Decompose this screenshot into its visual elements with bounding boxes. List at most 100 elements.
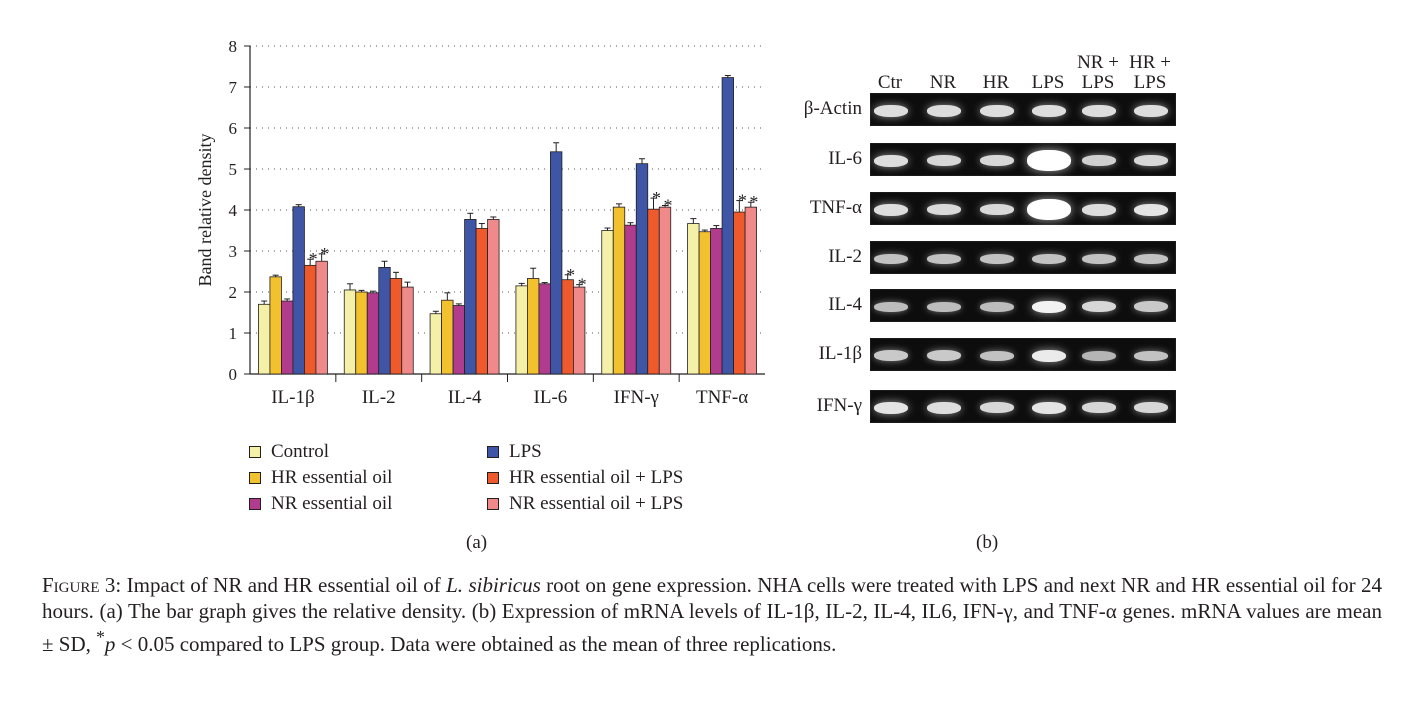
x-tick-label: IL-6	[534, 387, 568, 408]
panel-label-b: (b)	[976, 532, 999, 553]
y-tick-label: 7	[229, 78, 238, 97]
gel-lane-header-line: HR	[982, 72, 1010, 93]
gel-lane-header-line	[966, 53, 1026, 73]
gel-band	[1082, 350, 1116, 361]
gel-band	[1082, 155, 1116, 166]
x-tick-label: IL-1β	[271, 387, 314, 408]
caption-text: root on gene expression. NHA cells were …	[42, 573, 1382, 656]
legend-swatch	[487, 498, 499, 510]
bar	[401, 286, 414, 375]
caption-text: < 0.05 compared to LPS group. Data were …	[115, 632, 837, 656]
gel-row-label: IFN-γ	[816, 395, 862, 416]
significance-star: *	[738, 191, 747, 211]
gel-band	[927, 155, 961, 166]
caption-species: L. sibiricus	[446, 573, 541, 597]
legend-item: NR essential oil + LPS	[487, 493, 683, 515]
figure-number: Figure 3:	[42, 573, 122, 597]
gel-band	[1082, 253, 1116, 264]
bar	[281, 300, 294, 375]
y-tick-label: 3	[229, 242, 238, 261]
y-tick-label: 4	[229, 201, 238, 220]
panel-label-a: (a)	[466, 532, 488, 553]
gel-band	[927, 301, 961, 312]
legend-label: LPS	[509, 441, 542, 462]
gel-band	[1032, 253, 1066, 264]
bar	[315, 260, 328, 375]
bar	[601, 230, 614, 375]
gel-band	[1134, 350, 1168, 361]
gel-lane-header-line: NR	[929, 72, 957, 93]
gel-band	[927, 401, 961, 414]
legend-swatch	[249, 446, 261, 458]
gel-strip	[870, 143, 1176, 176]
gel-lane-header: HR	[966, 53, 1026, 93]
legend-swatch	[249, 498, 261, 510]
gel-band	[874, 253, 908, 264]
y-tick-label: 2	[229, 283, 238, 302]
gel-band	[1134, 203, 1168, 216]
caption-text: Impact of NR and HR essential oil of	[121, 573, 447, 597]
bar	[710, 228, 723, 375]
gel-lane-header-line: NR +	[1077, 52, 1119, 73]
gel-band	[874, 104, 908, 117]
bar	[612, 206, 626, 375]
figure-caption: Figure 3: Impact of NR and HR essential …	[42, 572, 1382, 657]
gel-strip	[870, 390, 1176, 423]
gel-lane-header-line	[860, 53, 920, 73]
bar	[269, 276, 282, 375]
significance-star: *	[749, 192, 758, 212]
legend-label: HR essential oil	[271, 467, 393, 488]
gel-band	[980, 104, 1014, 117]
gel-row-label: β-Actin	[803, 98, 862, 119]
gel-lane-header: HR + LPS	[1120, 53, 1180, 93]
bar	[429, 313, 442, 375]
bar	[441, 299, 454, 375]
gel-band	[980, 155, 1014, 166]
gel-lane-header-line	[913, 53, 973, 73]
gel-row-label: IL-4	[828, 294, 862, 315]
gel-band	[980, 204, 1014, 215]
legend-swatch	[249, 472, 261, 484]
y-tick-label: 1	[229, 324, 238, 343]
gel-band	[1032, 401, 1066, 414]
gel-band	[927, 204, 961, 215]
bar	[292, 206, 305, 375]
legend-label: HR essential oil + LPS	[509, 467, 684, 488]
x-tick-label: IL-2	[362, 387, 396, 408]
gel-band	[927, 253, 961, 264]
gel-strip	[870, 338, 1176, 371]
gel-band	[980, 350, 1014, 361]
bar	[635, 163, 649, 375]
gel-band	[1134, 155, 1168, 166]
bar	[538, 283, 551, 375]
gel-lane-header-line: Ctr	[877, 72, 903, 93]
bar	[647, 208, 660, 375]
y-tick-label: 8	[229, 37, 238, 56]
gel-lane-header: NR	[913, 53, 973, 93]
gel-band	[980, 402, 1014, 413]
gel-band	[1134, 301, 1168, 312]
bar	[452, 305, 465, 375]
gel-band	[1032, 300, 1066, 313]
gel-lane-header: LPS	[1018, 53, 1078, 93]
gel-row-label: IL-6	[828, 148, 862, 169]
y-tick-label: 5	[229, 160, 238, 179]
significance-star: *	[652, 188, 661, 208]
significance-star: *	[309, 249, 318, 269]
bar	[343, 289, 357, 375]
gel-lane-header-line: HR +	[1129, 52, 1171, 73]
gel-band	[874, 203, 908, 216]
gel-row-label: IL-1β	[818, 343, 862, 364]
bar	[658, 206, 672, 375]
bar	[515, 285, 528, 375]
legend-item: Control	[249, 441, 329, 463]
caption-p: p	[104, 632, 116, 656]
x-tick-label: IFN-γ	[614, 387, 659, 408]
gel-strip	[870, 289, 1176, 322]
gel-band	[1134, 104, 1168, 117]
bar	[464, 219, 477, 375]
gel-band	[1032, 349, 1066, 362]
bar	[624, 224, 637, 375]
gel-band	[1134, 253, 1168, 264]
